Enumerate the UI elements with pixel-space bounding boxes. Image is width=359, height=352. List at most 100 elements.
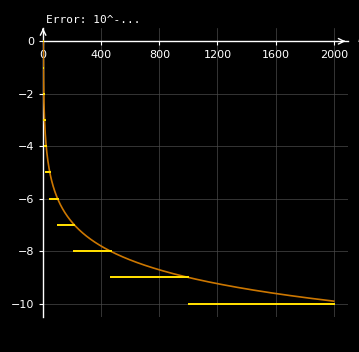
Point <box>323 301 329 307</box>
Point <box>129 275 135 280</box>
Point <box>238 301 243 307</box>
Point <box>240 301 246 307</box>
Point <box>208 301 213 307</box>
Point <box>187 301 193 307</box>
Point <box>249 301 255 307</box>
Point <box>155 275 161 280</box>
Point <box>94 249 100 254</box>
Point <box>183 275 189 280</box>
Point <box>139 275 145 280</box>
Point <box>152 275 158 280</box>
Point <box>330 301 336 307</box>
Point <box>229 301 235 307</box>
Point <box>82 249 88 254</box>
Point <box>182 275 188 280</box>
Point <box>148 275 154 280</box>
Point <box>219 301 225 307</box>
Point <box>97 249 102 254</box>
Point <box>109 275 115 280</box>
Point <box>284 301 290 307</box>
Point <box>138 275 144 280</box>
Point <box>99 249 104 254</box>
Point <box>214 301 219 307</box>
Point <box>229 301 234 307</box>
Point <box>285 301 291 307</box>
Point <box>323 301 329 307</box>
Point <box>135 275 141 280</box>
Point <box>278 301 284 307</box>
Point <box>140 275 146 280</box>
Point <box>54 196 60 202</box>
Point <box>52 196 58 202</box>
Point <box>274 301 280 307</box>
Point <box>159 275 164 280</box>
Point <box>328 301 334 307</box>
Point <box>292 301 297 307</box>
Point <box>79 249 85 254</box>
Point <box>69 222 74 228</box>
Point <box>53 196 59 202</box>
Point <box>142 275 148 280</box>
Point <box>50 196 56 202</box>
Point <box>300 301 306 307</box>
Point <box>75 249 81 254</box>
Point <box>275 301 281 307</box>
Point <box>320 301 326 307</box>
Point <box>200 301 206 307</box>
Point <box>294 301 300 307</box>
Point <box>258 301 264 307</box>
Point <box>307 301 312 307</box>
Point <box>216 301 222 307</box>
Point <box>167 275 173 280</box>
Point <box>299 301 305 307</box>
Point <box>153 275 158 280</box>
Point <box>254 301 260 307</box>
Point <box>132 275 138 280</box>
Point <box>266 301 272 307</box>
Point <box>60 222 66 228</box>
Point <box>256 301 261 307</box>
Point <box>270 301 276 307</box>
Point <box>109 275 115 280</box>
Point <box>176 275 182 280</box>
Point <box>224 301 229 307</box>
Point <box>154 275 160 280</box>
Point <box>73 249 79 254</box>
Point <box>282 301 288 307</box>
Point <box>159 275 164 280</box>
Point <box>71 249 77 254</box>
Point <box>124 275 130 280</box>
Point <box>239 301 245 307</box>
Point <box>295 301 301 307</box>
Point <box>54 196 60 202</box>
Point <box>173 275 178 280</box>
Point <box>169 275 174 280</box>
Point <box>208 301 213 307</box>
Point <box>321 301 327 307</box>
Point <box>60 222 66 228</box>
Point <box>323 301 328 307</box>
Point <box>255 301 261 307</box>
Point <box>267 301 273 307</box>
Point <box>228 301 234 307</box>
Point <box>104 249 110 254</box>
Point <box>51 196 57 202</box>
Point <box>125 275 131 280</box>
Point <box>211 301 217 307</box>
Point <box>125 275 130 280</box>
Point <box>94 249 99 254</box>
Point <box>246 301 252 307</box>
Point <box>167 275 173 280</box>
Point <box>47 196 53 202</box>
Point <box>139 275 144 280</box>
Point <box>103 249 109 254</box>
Point <box>69 222 74 228</box>
Point <box>197 301 202 307</box>
Point <box>114 275 120 280</box>
Point <box>211 301 216 307</box>
Point <box>126 275 131 280</box>
Point <box>136 275 142 280</box>
Point <box>303 301 309 307</box>
Point <box>311 301 317 307</box>
Point <box>328 301 334 307</box>
